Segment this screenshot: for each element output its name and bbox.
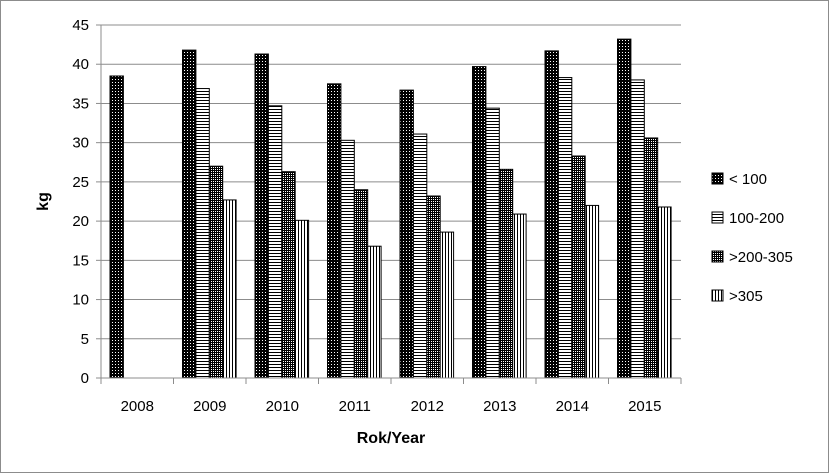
y-tick-label: 35 <box>72 95 89 112</box>
tick-labels: 0 5 10 15 20 25 30 35 40 45 2008 2009 2010 2011 2012 20… <box>72 17 661 415</box>
bar-2015-series-4 <box>657 206 672 379</box>
y-tick-label: 30 <box>72 135 89 152</box>
legend-swatch <box>711 250 724 263</box>
bar-2015-series-2 <box>630 79 645 379</box>
bar-2015-series-1 <box>617 38 632 379</box>
bar-2010-series-2 <box>267 105 283 379</box>
legend-label: >305 <box>729 288 763 305</box>
axes <box>96 24 682 384</box>
bar-2013-series-4 <box>512 213 527 379</box>
bar-2014-series-1 <box>544 50 559 379</box>
bar-2013-series-1 <box>472 66 487 379</box>
y-tick-label: 0 <box>81 370 89 387</box>
bar-2011-series-2 <box>340 139 355 379</box>
bar-2011-series-3 <box>353 189 369 379</box>
x-tick-label: 2010 <box>266 398 299 415</box>
y-tick-label: 25 <box>72 174 89 191</box>
y-tick-label: 40 <box>72 56 89 73</box>
bar-2014-series-3 <box>571 155 586 379</box>
bar-2012-series-4 <box>439 231 455 379</box>
x-tick-label: 2008 <box>121 398 154 415</box>
bar-2010-series-1 <box>254 53 269 379</box>
bars <box>109 38 672 379</box>
legend-swatch <box>711 211 724 224</box>
x-axis-title: Rok/Year <box>357 430 425 447</box>
bar-2012-series-1 <box>399 89 414 379</box>
bar-2014-series-4 <box>584 204 600 379</box>
legend: < 100 100-200 >200-305 >305 <box>711 171 793 305</box>
bar-2010-series-4 <box>294 219 310 379</box>
bar-2008-series-1 <box>109 75 124 379</box>
legend-label: < 100 <box>729 171 767 188</box>
x-tick-label: 2012 <box>411 398 444 415</box>
bar-2012-series-3 <box>426 195 441 379</box>
x-tick-label: 2011 <box>339 398 371 415</box>
x-tick-label: 2009 <box>193 398 226 415</box>
bar-2011-series-4 <box>367 245 382 379</box>
bar-2010-series-3 <box>281 171 296 379</box>
legend-label: 100-200 <box>729 210 784 227</box>
bar-2013-series-3 <box>498 168 514 379</box>
y-axis-title: kg <box>35 192 52 211</box>
bar-2012-series-2 <box>412 133 428 379</box>
y-tick-label: 15 <box>72 252 89 269</box>
bar-2015-series-3 <box>643 137 659 379</box>
bar-2014-series-2 <box>557 77 573 379</box>
bar-2009-series-1 <box>182 49 197 379</box>
x-tick-label: 2015 <box>628 398 661 415</box>
x-tick-label: 2014 <box>556 398 589 415</box>
legend-swatch <box>711 172 724 185</box>
bar-2011-series-1 <box>327 83 342 379</box>
bar-2009-series-4 <box>222 199 237 379</box>
y-tick-label: 5 <box>81 331 89 348</box>
y-tick-label: 10 <box>72 292 89 309</box>
y-tick-label: 20 <box>72 213 89 230</box>
legend-label: >200-305 <box>729 249 793 266</box>
y-tick-label: 45 <box>72 17 89 34</box>
bar-2009-series-3 <box>208 165 224 379</box>
legend-swatch <box>711 289 724 302</box>
x-tick-label: 2013 <box>483 398 516 415</box>
bar-2009-series-2 <box>195 88 210 379</box>
bar-2013-series-2 <box>485 107 500 379</box>
